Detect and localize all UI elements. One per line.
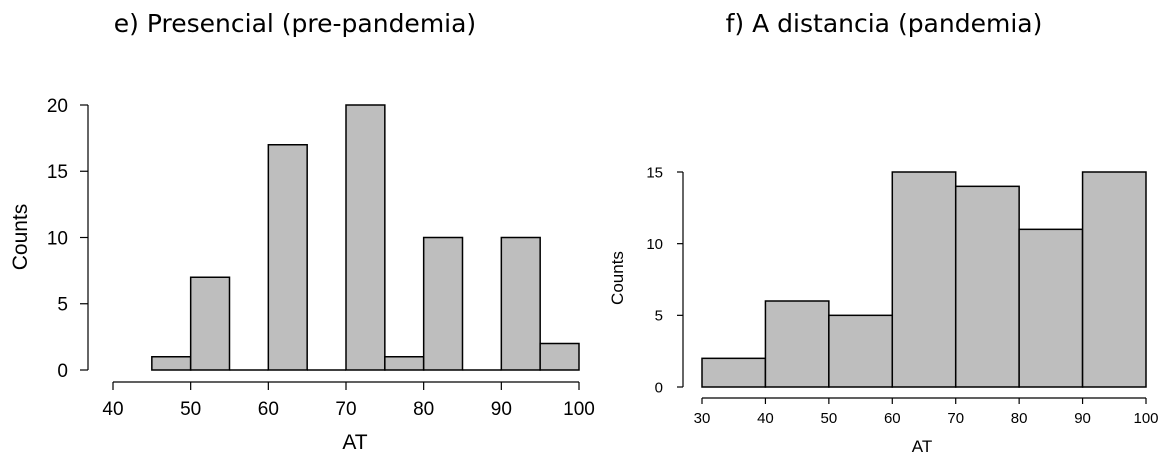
histogram-bar	[1081, 171, 1147, 388]
x-axis-label: AT	[912, 437, 932, 456]
x-tick-label: 50	[821, 410, 838, 427]
histogram-bar	[828, 314, 894, 388]
y-tick-label: 0	[57, 361, 68, 382]
x-tick-label: 50	[180, 399, 201, 420]
panel-presencial: e) Presencial (pre-pandemia) AT Counts 4…	[9, 9, 595, 454]
axes: 30 40 50 60 70 80 90 100 0 5 10 15	[646, 164, 1158, 427]
y-tick-label: 10	[47, 228, 68, 249]
x-tick-label: 70	[947, 410, 964, 427]
histogram-bar	[1018, 228, 1084, 388]
chart-title: e) Presencial (pre-pandemia)	[114, 9, 476, 38]
x-tick-label: 100	[1133, 410, 1158, 427]
axes: 40 50 60 70 80 90 100 0 5 10 15 20	[47, 96, 595, 420]
panel-a-distancia: f) A distancia (pandemia) AT Counts 30 40…	[608, 9, 1159, 456]
histogram-bar	[422, 236, 464, 371]
histogram-bar	[764, 300, 830, 388]
histogram-bar	[345, 104, 386, 371]
bars	[151, 104, 580, 371]
bars	[701, 171, 1147, 388]
x-tick-label: 60	[884, 410, 901, 427]
histogram-bar	[267, 144, 308, 371]
histogram-bar	[151, 356, 192, 371]
x-tick-label: 100	[563, 399, 595, 420]
y-tick-label: 20	[47, 96, 68, 117]
x-axis-label: AT	[342, 431, 367, 454]
x-tick-label: 70	[335, 399, 356, 420]
y-axis-label: Counts	[608, 251, 627, 305]
y-tick-label: 5	[57, 295, 68, 316]
x-tick-label: 30	[694, 410, 711, 427]
y-tick-label: 10	[646, 236, 663, 253]
x-tick-label: 90	[491, 399, 512, 420]
x-tick-label: 90	[1074, 410, 1091, 427]
y-tick-label: 15	[646, 164, 663, 181]
histogram-bar	[891, 171, 957, 388]
x-tick-label: 80	[1011, 410, 1028, 427]
chart-title: f) A distancia (pandemia)	[726, 9, 1043, 38]
x-tick-label: 40	[102, 399, 123, 420]
histogram-bar	[500, 236, 541, 371]
histogram-bar	[189, 276, 231, 371]
y-axis-label: Counts	[9, 204, 32, 271]
y-tick-label: 15	[47, 162, 68, 183]
x-tick-label: 60	[258, 399, 279, 420]
histogram-bar	[384, 356, 425, 371]
x-tick-label: 80	[413, 399, 434, 420]
y-tick-label: 5	[655, 308, 663, 325]
x-tick-label: 40	[757, 410, 774, 427]
histogram-bar	[954, 185, 1020, 388]
histogram-bar	[701, 357, 767, 388]
histogram-bar	[539, 342, 580, 371]
y-tick-label: 0	[655, 379, 663, 396]
